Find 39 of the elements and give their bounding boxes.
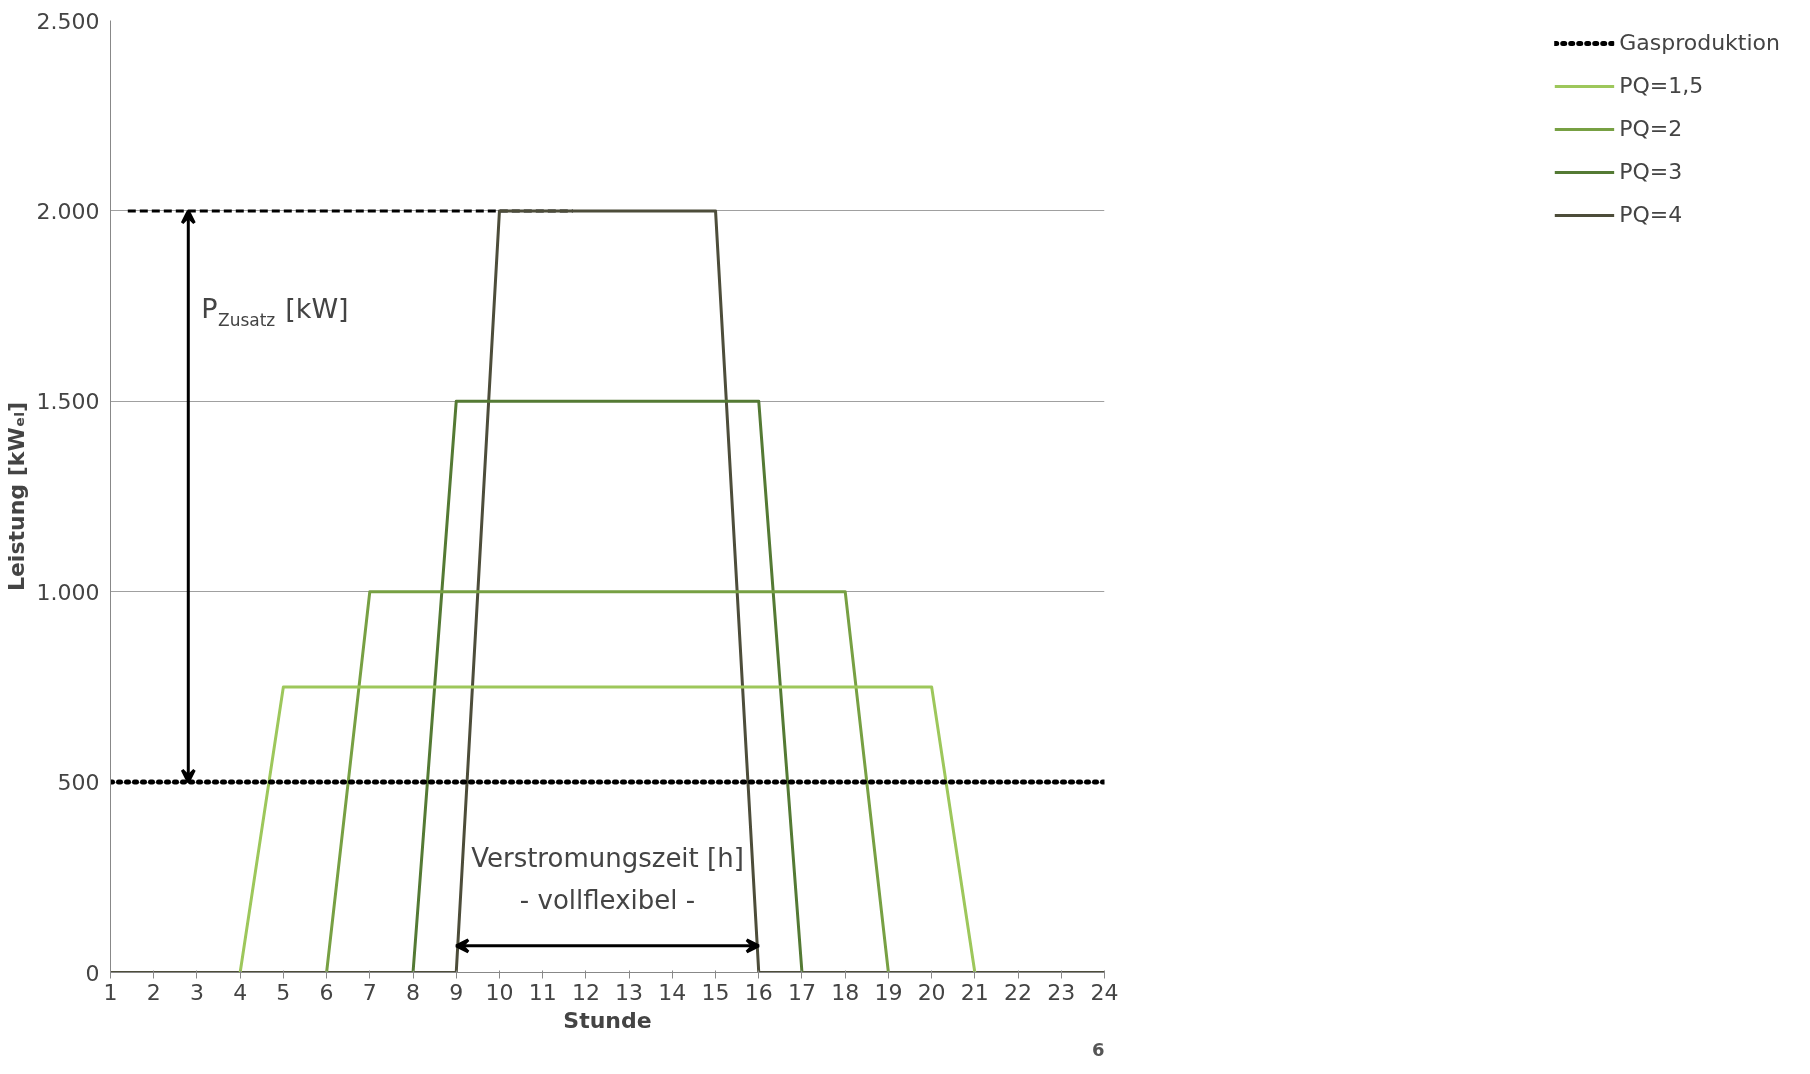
y-tick-label: 1.000 — [36, 579, 100, 605]
x-tick-label: 11 — [528, 979, 557, 1005]
y-tick-label: 0 — [85, 960, 100, 986]
x-axis-title: Stunde — [563, 1007, 652, 1033]
y-tick-label: 2.500 — [36, 8, 100, 34]
x-tick-label: 2 — [146, 979, 161, 1005]
annotation: Verstromungszeit [h] - vollflexibel - — [471, 843, 744, 916]
x-tick-label: 21 — [960, 979, 989, 1005]
legend-label: Gasproduktion — [1619, 30, 1780, 55]
y-tick-label: 2.000 — [36, 198, 100, 224]
x-tick-label: 20 — [917, 979, 946, 1005]
x-tick-label: 13 — [615, 979, 644, 1005]
x-tick-label: 5 — [276, 979, 291, 1005]
x-tick-label: 22 — [1004, 979, 1033, 1005]
x-tick-label: 10 — [485, 979, 514, 1005]
x-tick-label: 9 — [449, 979, 464, 1005]
x-tick-label: 8 — [406, 979, 421, 1005]
legend-label: PQ=3 — [1619, 159, 1683, 184]
y-axis-title: Leistung [kWₑₗ] — [3, 401, 29, 592]
x-tick-label: 7 — [362, 979, 377, 1005]
y-tick-label: 500 — [57, 770, 100, 796]
x-tick-label: 15 — [701, 979, 730, 1005]
x-tick-label: 14 — [658, 979, 687, 1005]
x-tick-label: 1 — [103, 979, 118, 1005]
x-tick-label: 16 — [744, 979, 773, 1005]
x-tick-label: 4 — [233, 979, 248, 1005]
legend-label: PQ=1,5 — [1619, 73, 1704, 98]
legend-label: PQ=2 — [1619, 116, 1683, 141]
y-tick-label: 1.500 — [36, 389, 100, 415]
text: 6 — [1091, 1038, 1105, 1060]
x-tick-label: 6 — [319, 979, 334, 1005]
x-tick-label: 3 — [189, 979, 204, 1005]
x-tick-label: 19 — [874, 979, 903, 1005]
x-tick-label: 23 — [1047, 979, 1076, 1005]
legend-label: PQ=4 — [1619, 202, 1683, 227]
x-tick-label: 18 — [831, 979, 860, 1005]
x-tick-label: 17 — [787, 979, 816, 1005]
x-tick-label: 24 — [1090, 979, 1119, 1005]
x-tick-label: 12 — [571, 979, 600, 1005]
